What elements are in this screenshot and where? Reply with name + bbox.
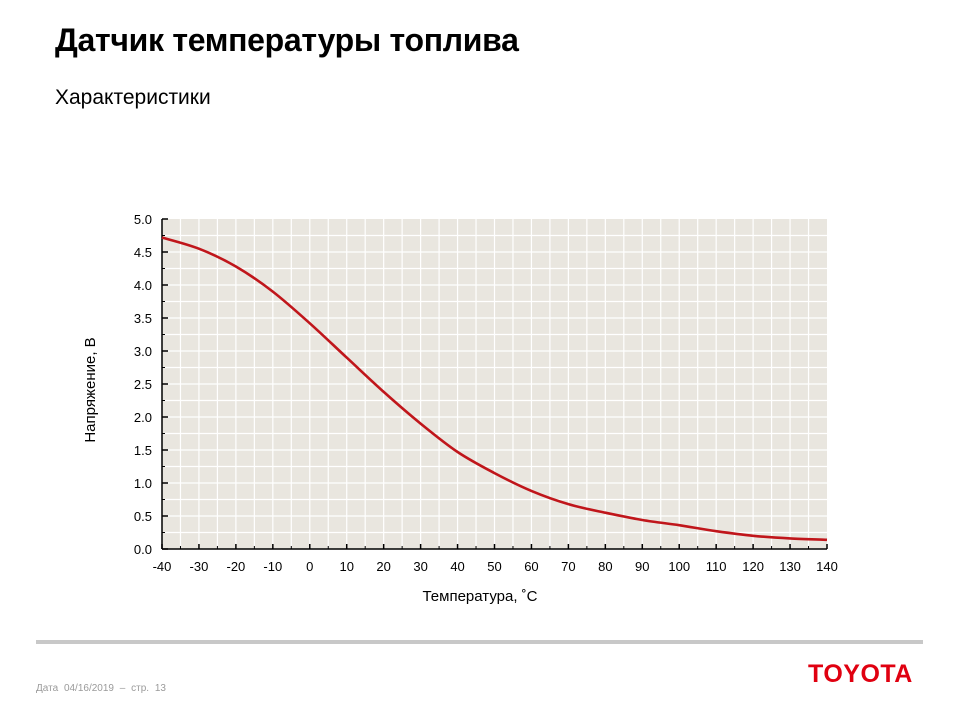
x-tick-label: 130	[779, 559, 801, 574]
footer-date: 04/16/2019	[63, 683, 114, 694]
x-tick-label: 110	[706, 559, 727, 574]
x-tick-label: 60	[524, 559, 538, 574]
y-tick-label: 3.5	[134, 311, 152, 326]
grid-lines	[162, 219, 827, 549]
y-axis-label: Напряжение, В	[82, 337, 99, 442]
y-tick-label: 3.0	[134, 344, 152, 359]
x-tick-label: -10	[263, 559, 282, 574]
y-axis-ticks: 0.0 0.5 1.0 1.5 2.0 2.5 3.0 3.5 4.0 4.5 5.0	[134, 212, 168, 557]
x-tick-label: 100	[668, 559, 690, 574]
footer-divider	[36, 640, 923, 644]
y-tick-label: 5.0	[134, 212, 152, 227]
footer-separator: –	[119, 683, 126, 694]
x-tick-label: 120	[742, 559, 764, 574]
y-tick-label: 4.5	[134, 245, 152, 260]
x-tick-label: 20	[376, 559, 390, 574]
footer-page-label: стр.	[131, 683, 150, 694]
x-tick-label: -30	[190, 559, 209, 574]
page-title: Датчик температуры топлива	[55, 22, 519, 58]
footer-page-number: 13	[154, 683, 166, 694]
toyota-logo: TOYOTA	[808, 660, 913, 688]
y-tick-label: 2.5	[134, 377, 152, 392]
x-tick-label: 40	[450, 559, 464, 574]
y-tick-label: 1.5	[134, 443, 152, 458]
x-tick-label: -20	[226, 559, 245, 574]
footer-info: Дата 04/16/2019 – стр. 13	[36, 683, 169, 694]
y-tick-label: 0.0	[134, 542, 152, 557]
page-subtitle: Характеристики	[55, 86, 211, 109]
x-tick-label: 90	[635, 559, 649, 574]
x-tick-label: 70	[561, 559, 575, 574]
x-tick-label: 80	[598, 559, 612, 574]
y-tick-label: 4.0	[134, 278, 152, 293]
x-tick-label: 30	[413, 559, 427, 574]
x-tick-label: -40	[153, 559, 172, 574]
x-tick-label: 50	[487, 559, 501, 574]
y-tick-label: 2.0	[134, 410, 152, 425]
footer-date-label: Дата	[36, 683, 59, 694]
x-tick-label: 140	[816, 559, 838, 574]
x-axis-ticks: -40 -30 -20 -10 0 10 20 30 40 50 60 70 80 90 100 110 120…	[153, 544, 838, 574]
voltage-curve	[161, 236, 828, 542]
x-tick-label: 10	[339, 559, 353, 574]
y-tick-label: 1.0	[134, 476, 152, 491]
x-axis-label: Температура, ˚C	[422, 588, 537, 605]
y-tick-label: 0.5	[134, 509, 152, 524]
x-tick-label: 0	[306, 559, 313, 574]
